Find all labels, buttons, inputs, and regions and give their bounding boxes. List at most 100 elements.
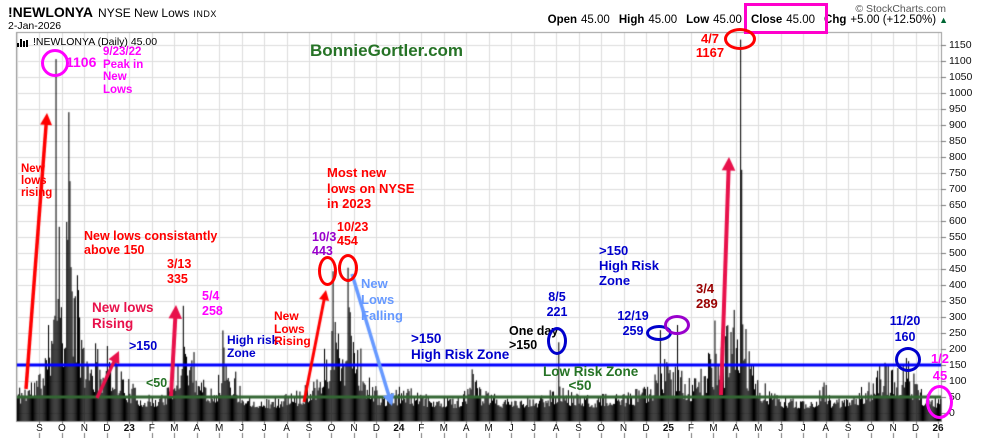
y-axis-label: 100 (949, 375, 967, 387)
x-axis-label: J (261, 423, 267, 434)
x-axis-label: 24 (393, 423, 405, 434)
annotation-date-10-23: 10/23 454 (337, 220, 369, 248)
x-axis-label: F (687, 423, 694, 434)
x-axis-label: N (889, 423, 897, 434)
annotation-watermark: BonnieGortler.com (310, 41, 464, 60)
quote-row: Open 45.00 High 45.00 Low 45.00 Close 45.00 … (548, 14, 948, 26)
x-axis-label: A (732, 423, 740, 434)
low-value: 45.00 (713, 14, 742, 26)
annotation-date-12-19: 12/19 259 (617, 309, 649, 338)
histogram-icon (17, 38, 28, 47)
x-axis-label: D (103, 423, 111, 434)
chart-legend: !NEWLONYA (Daily) 45.00 (17, 36, 157, 48)
y-axis-label: 0 (949, 407, 955, 419)
y-axis-label: 700 (949, 183, 967, 195)
x-axis-label: D (911, 423, 920, 434)
chg-label: Chg (824, 14, 847, 26)
open-value: 45.00 (581, 14, 610, 26)
x-axis-label: J (239, 423, 245, 434)
annotation-date-10-3: 10/3 443 (312, 230, 337, 258)
chg-up-arrow-icon: ▲ (939, 15, 948, 25)
x-axis-label: O (597, 423, 605, 434)
quote-close-group: Close 45.00 (751, 14, 815, 26)
stockcharts-copyright: © StockCharts.com (855, 3, 946, 15)
x-axis-label: O (327, 423, 336, 434)
x-axis-label: N (619, 423, 628, 434)
x-axis-label: D (372, 423, 381, 434)
y-axis-label: 650 (949, 199, 967, 211)
annotation-gt150-left: >150 (129, 339, 158, 353)
x-axis-label: M (439, 423, 448, 434)
x-axis-label: D (642, 423, 650, 434)
y-axis-label: 500 (949, 247, 967, 259)
quote-open: Open 45.00 (548, 14, 610, 26)
y-axis-label: 550 (949, 231, 967, 243)
y-axis-label: 750 (949, 167, 967, 179)
x-axis-label: F (148, 423, 155, 434)
x-axis-label: O (866, 423, 875, 434)
open-label: Open (547, 14, 578, 26)
x-axis-label: A (552, 423, 560, 434)
circle-jan25 (663, 314, 690, 335)
y-axis-label: 50 (949, 391, 961, 403)
circle-1106 (40, 48, 69, 77)
annotation-date-3-4: 3/4 289 (696, 281, 718, 311)
x-axis-label: 25 (662, 423, 674, 434)
annotation-date-4-7: 4/7 1167 (695, 31, 725, 60)
annotation-new-lows-rising-left: New lows rising (21, 163, 53, 199)
circle-1-2 (926, 384, 953, 419)
high-value: 45.00 (648, 14, 678, 26)
y-axis-label: 850 (949, 135, 967, 147)
y-axis-label: 900 (949, 119, 967, 131)
annotation-high-risk-zone-mid: >150 High Risk Zone (411, 331, 510, 362)
chg-value: +5.00 (+12.50%) (850, 14, 937, 26)
circle-10-23 (337, 253, 358, 282)
annotation-new-lows-rising-3: New Lows Rising (274, 309, 311, 348)
x-axis-label: A (193, 423, 201, 434)
circle-4-7 (723, 27, 756, 50)
y-axis-label: 300 (949, 311, 967, 323)
x-axis-label: N (80, 423, 88, 434)
annotation-date-11-20: 11/20 160 (889, 314, 921, 344)
x-axis-label: F (418, 423, 425, 434)
x-axis-label: S (844, 423, 852, 434)
x-axis-label: J (778, 423, 784, 434)
y-axis-label: 1150 (949, 39, 972, 51)
quote-high: High 45.00 (619, 14, 677, 26)
x-axis-label: S (305, 423, 313, 434)
y-axis-label: 200 (949, 343, 967, 355)
y-axis-label: 450 (949, 263, 967, 275)
x-axis-label: O (58, 423, 66, 434)
x-axis-label: M (754, 423, 763, 434)
y-axis-label: 600 (949, 215, 967, 227)
quote-low: Low 45.00 (686, 14, 742, 26)
annotation-peak-note: 9/23/22 Peak in New Lows (103, 46, 144, 96)
close-value: 45.00 (786, 14, 816, 26)
x-axis-label: A (283, 423, 290, 434)
annotation-most-new-lows: Most new lows on NYSE in 2023 (327, 165, 415, 211)
y-axis-label: 150 (949, 359, 967, 371)
x-axis-label: M (170, 423, 179, 434)
x-axis-label: M (214, 423, 224, 434)
x-axis-label: M (484, 423, 493, 434)
symbol-name: NYSE New Lows (98, 6, 190, 20)
x-axis-label: J (508, 423, 514, 434)
circle-10-3 (318, 255, 337, 286)
x-axis-label: J (531, 423, 537, 434)
annotation-consistantly-note: New lows consistantly above 150 (84, 229, 218, 257)
symbol-title: !NEWLONYA (8, 4, 94, 20)
annotation-date-8-5: 8/5 221 (546, 290, 568, 319)
annotation-low-risk-zone: Low Risk Zone <50 (543, 364, 638, 393)
y-axis-label: 1000 (949, 87, 973, 99)
circle-8-5 (546, 326, 567, 355)
legend-text: !NEWLONYA (Daily) 45.00 (33, 36, 158, 48)
quote-chg: Chg +5.00 (+12.50%) ▲ (824, 14, 948, 26)
x-axis-label: N (350, 423, 358, 434)
y-axis-label: 400 (949, 279, 967, 291)
annotation-peak-value: 1106 (66, 54, 97, 70)
low-label: Low (686, 14, 710, 26)
x-axis-label: A (822, 423, 829, 434)
x-axis-label: J (800, 423, 806, 434)
close-label: Close (750, 14, 783, 26)
